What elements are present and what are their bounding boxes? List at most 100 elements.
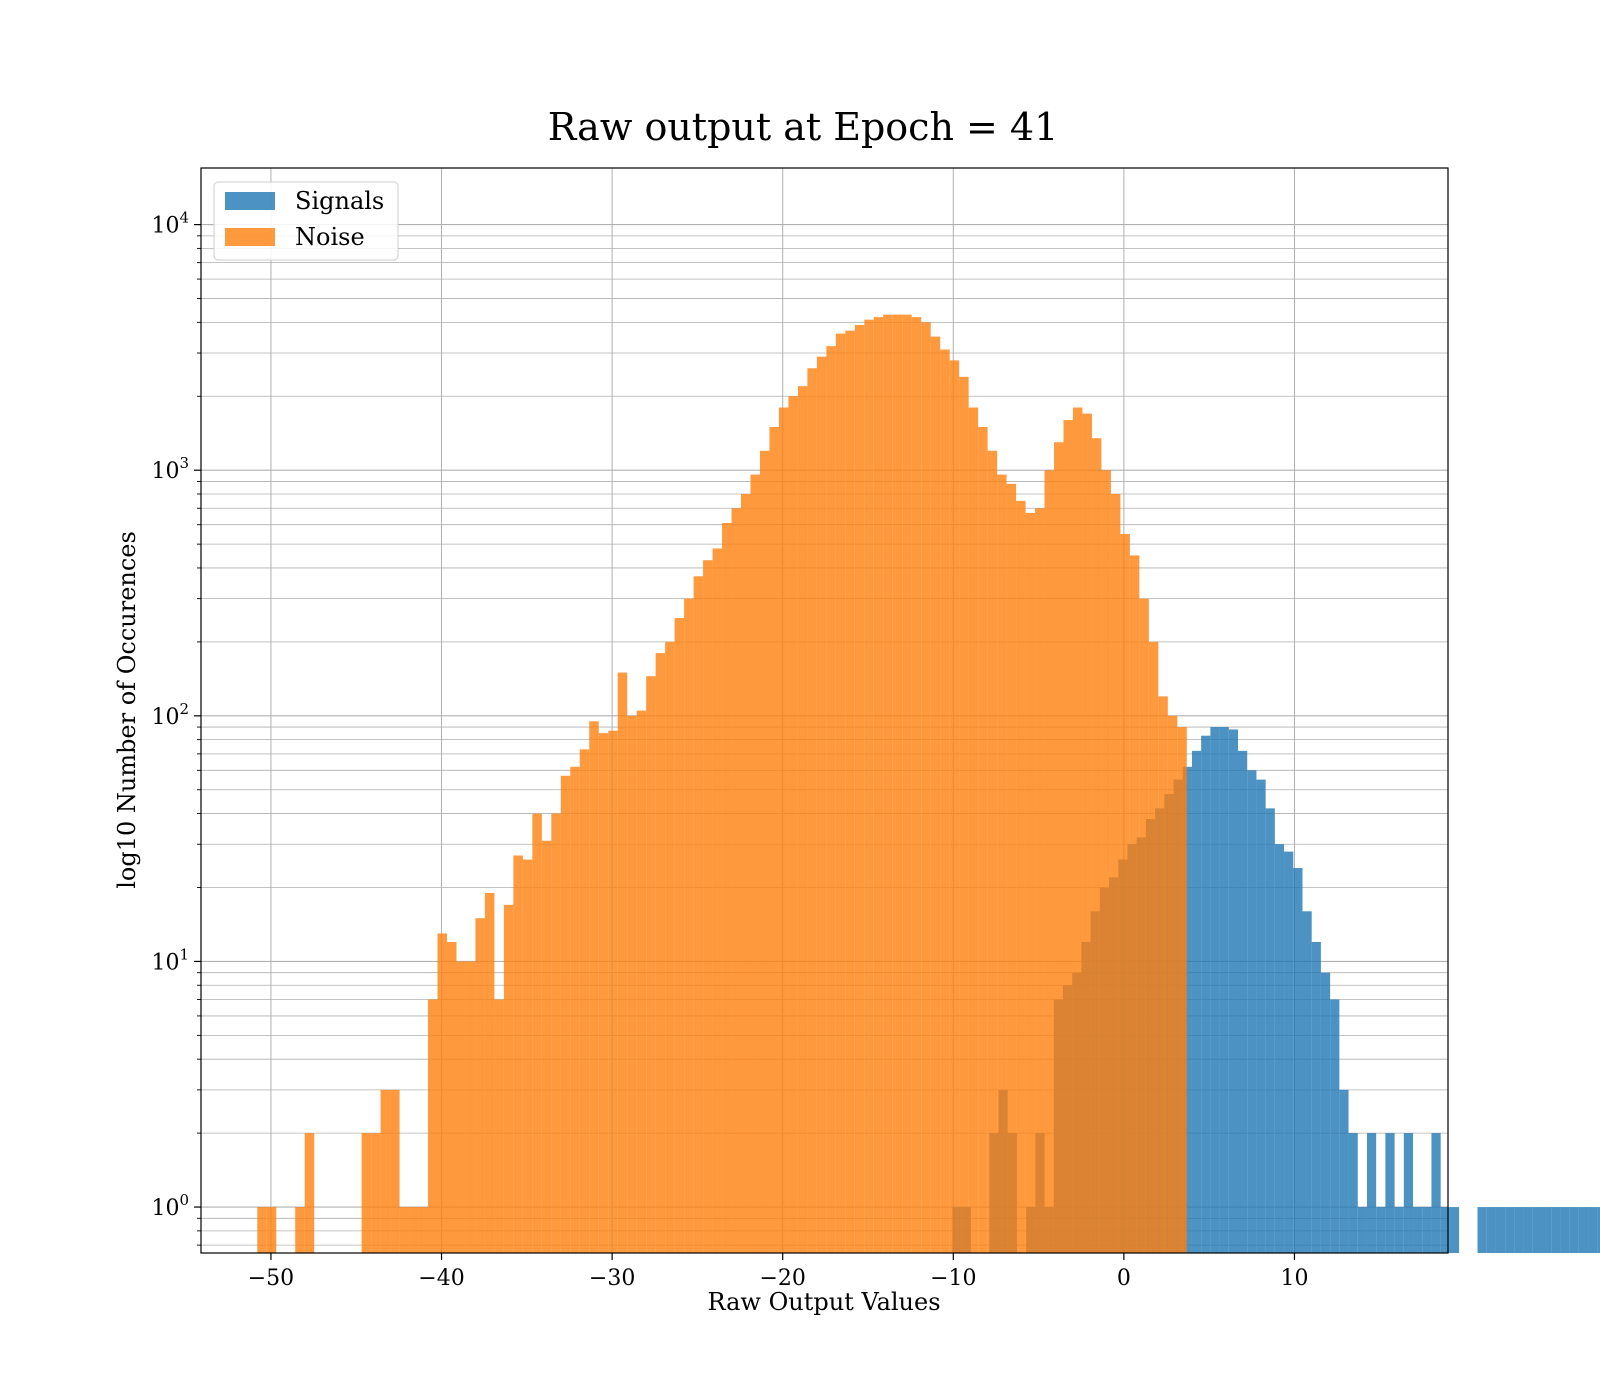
x-tick-label: 0 (1117, 1266, 1131, 1291)
bar-noise (788, 396, 798, 1253)
y-tick-label: 103 (151, 454, 189, 484)
bar-noise (295, 1207, 305, 1253)
bar-signals (1357, 1207, 1367, 1253)
x-tick-label: −20 (759, 1266, 805, 1291)
bar-signals (1228, 729, 1239, 1253)
bar-noise (560, 775, 571, 1253)
bar-signals (1413, 1207, 1423, 1253)
bar-signals (1394, 1207, 1404, 1253)
bar-noise (456, 961, 466, 1253)
bar-noise (475, 918, 485, 1253)
bar-signals (1578, 1207, 1589, 1253)
bar-noise (646, 676, 656, 1253)
bar-signals (1431, 1133, 1441, 1253)
y-tick-label: 104 (151, 209, 189, 239)
bar-noise (873, 317, 884, 1253)
x-tick-label: −50 (248, 1266, 294, 1291)
bar-noise (1101, 470, 1111, 1253)
bar-signals (1551, 1207, 1561, 1253)
bar-noise (513, 855, 523, 1253)
bar-noise (361, 1133, 372, 1253)
bar-noise (997, 474, 1007, 1253)
bar-noise (949, 360, 960, 1253)
bar-noise (598, 733, 609, 1253)
x-axis-ticks: −50 −40 −30 −20 −10 0 10 (248, 1253, 1308, 1291)
bar-noise (684, 598, 694, 1253)
bar-noise (636, 710, 647, 1253)
bar-noise (494, 999, 504, 1253)
bar-signals (1495, 1207, 1506, 1253)
bar-noise (968, 407, 979, 1253)
bar-noise (807, 368, 817, 1253)
bar-noise (266, 1207, 277, 1253)
bar-signals (1247, 770, 1257, 1253)
bar-noise (1016, 500, 1026, 1254)
bar-noise (741, 494, 751, 1253)
bar-noise (655, 653, 666, 1253)
y-axis-label: log10 Number of Occurences (113, 531, 141, 889)
bar-noise (911, 317, 922, 1253)
bar-noise (399, 1207, 410, 1253)
bar-signals (1210, 727, 1220, 1253)
legend-swatch-noise (225, 228, 275, 246)
bar-noise (437, 933, 447, 1253)
bar-noise (579, 749, 590, 1253)
bar-noise (722, 522, 732, 1253)
x-axis-label: Raw Output Values (707, 1288, 940, 1316)
bar-noise (674, 618, 685, 1253)
bar-noise (1129, 555, 1140, 1253)
bar-signals (1440, 1207, 1450, 1253)
bar-signals (1284, 851, 1294, 1253)
bar-signals (1219, 727, 1229, 1253)
x-tick-label: −30 (589, 1266, 635, 1291)
bar-noise (380, 1089, 391, 1253)
bar-noise (712, 548, 723, 1253)
bar-signals (1182, 766, 1192, 1253)
bar-signals (1366, 1133, 1377, 1253)
legend-label-noise: Noise (295, 223, 365, 251)
bar-noise (750, 474, 760, 1253)
chart-title: Raw output at Epoch = 41 (548, 105, 1059, 149)
bar-noise (1072, 407, 1083, 1253)
bar-noise (541, 840, 552, 1253)
bar-signals (1339, 1089, 1349, 1253)
bar-noise (409, 1207, 419, 1253)
y-axis-ticks: 100 101 102 103 104 (151, 209, 201, 1246)
bar-noise (551, 813, 561, 1253)
bar-noise (1035, 508, 1045, 1253)
bar-signals (1256, 779, 1266, 1253)
bar-noise (759, 450, 770, 1253)
bar-noise (465, 961, 476, 1253)
bar-signals (1403, 1133, 1414, 1253)
bar-noise (1177, 727, 1187, 1253)
bar-signals (1330, 999, 1340, 1253)
bar-noise (1110, 494, 1121, 1253)
bar-noise (418, 1207, 429, 1253)
bar-noise (854, 325, 865, 1253)
bar-signals (1523, 1207, 1533, 1253)
plot-area (257, 314, 1600, 1254)
bar-noise (940, 349, 950, 1253)
noise-bars (257, 314, 1187, 1254)
bar-noise (845, 330, 855, 1253)
bar-signals (1477, 1207, 1487, 1253)
bar-signals (1514, 1207, 1524, 1253)
y-tick-label: 102 (151, 700, 189, 730)
bar-signals (1191, 750, 1202, 1253)
bar-noise (1044, 470, 1055, 1253)
bar-noise (1063, 420, 1073, 1254)
bar-noise (1167, 715, 1178, 1253)
x-tick-label: −40 (418, 1266, 464, 1291)
bar-noise (1006, 483, 1017, 1253)
bar-signals (1597, 1207, 1600, 1253)
bar-noise (1025, 512, 1036, 1253)
bar-noise (797, 386, 808, 1253)
bar-signals (1541, 1207, 1552, 1253)
bar-noise (978, 426, 988, 1253)
bar-noise (769, 426, 779, 1253)
bar-signals (1265, 808, 1275, 1253)
bar-noise (1148, 641, 1159, 1253)
legend-label-signals: Signals (295, 187, 384, 215)
